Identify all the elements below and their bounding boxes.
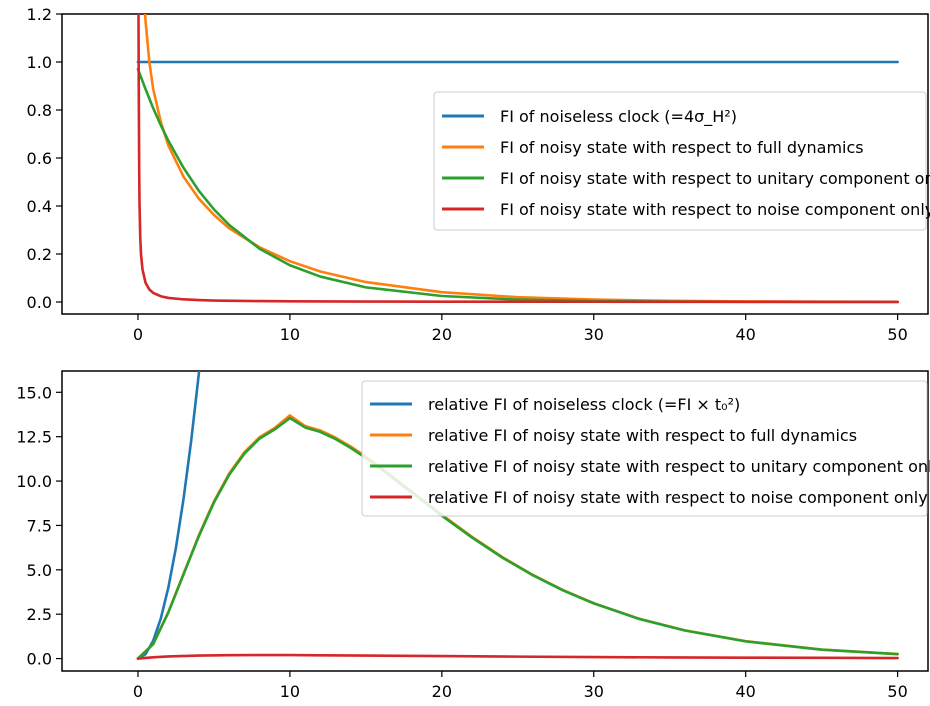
bottom-chart: 0 10 20 30 40 50 0.0 2.5 5.0 7.5 10.0 12.5 15.0 relat… <box>16 370 930 701</box>
legend-label: FI of noisy state with respect to full d… <box>500 138 864 157</box>
x-tick-label: 30 <box>584 682 604 701</box>
y-tick-label: 1.0 <box>27 53 52 72</box>
top-chart: 0 10 20 30 40 50 0.0 0.2 0.4 0.6 0.8 1.0 1.2 FI of no… <box>27 5 930 344</box>
y-tick-label: 0.2 <box>27 245 52 264</box>
y-tick-label: 0.8 <box>27 101 52 120</box>
axes-frame <box>61 370 929 672</box>
series-line-1 <box>143 14 899 304</box>
legend-label: relative FI of noisy state with respect … <box>428 426 857 445</box>
y-tick-label: 10.0 <box>16 472 52 491</box>
y-tick-label: 0.4 <box>27 197 52 216</box>
axes-frame <box>61 13 929 315</box>
x-tick-label: 0 <box>133 325 143 344</box>
x-tick-label: 20 <box>432 682 452 701</box>
legend-box <box>361 380 928 517</box>
y-tick-label: 0.0 <box>27 293 52 312</box>
y-tick-label: 5.0 <box>27 561 52 580</box>
legend-label: relative FI of noisy state with respect … <box>428 488 928 507</box>
x-tick-label: 50 <box>887 682 907 701</box>
x-tick-label: 20 <box>432 325 452 344</box>
x-tick-label: 0 <box>133 682 143 701</box>
x-tick-label: 40 <box>736 325 756 344</box>
legend-label: FI of noiseless clock (=4σ_H²) <box>500 107 737 127</box>
series-line-3 <box>137 14 899 304</box>
legend-box <box>433 91 927 231</box>
y-tick-label: 12.5 <box>16 428 52 447</box>
y-tick-label: 1.2 <box>27 5 52 24</box>
x-tick-label: 40 <box>736 682 756 701</box>
y-tick-label: 2.5 <box>27 605 52 624</box>
x-tick-label: 10 <box>280 682 300 701</box>
series-group <box>136 371 899 660</box>
y-tick-label: 7.5 <box>27 516 52 535</box>
y-tick-label: 0.6 <box>27 149 52 168</box>
y-tick-label: 0.0 <box>27 650 52 669</box>
y-tick-label: 15.0 <box>16 383 52 402</box>
series-line-2 <box>136 416 899 660</box>
legend: FI of noiseless clock (=4σ_H²) FI of nois… <box>433 91 930 231</box>
series-line-3 <box>136 653 899 660</box>
legend: relative FI of noiseless clock (=FI × t₀… <box>361 380 930 517</box>
legend-label: relative FI of noiseless clock (=FI × t₀… <box>428 395 740 414</box>
legend-label: relative FI of noisy state with respect … <box>428 457 930 476</box>
x-tick-label: 10 <box>280 325 300 344</box>
series-group <box>136 14 899 304</box>
x-tick-label: 50 <box>887 325 907 344</box>
legend-label: FI of noisy state with respect to noise … <box>500 200 930 219</box>
legend-label: FI of noisy state with respect to unitar… <box>500 169 930 188</box>
x-tick-label: 30 <box>584 325 604 344</box>
